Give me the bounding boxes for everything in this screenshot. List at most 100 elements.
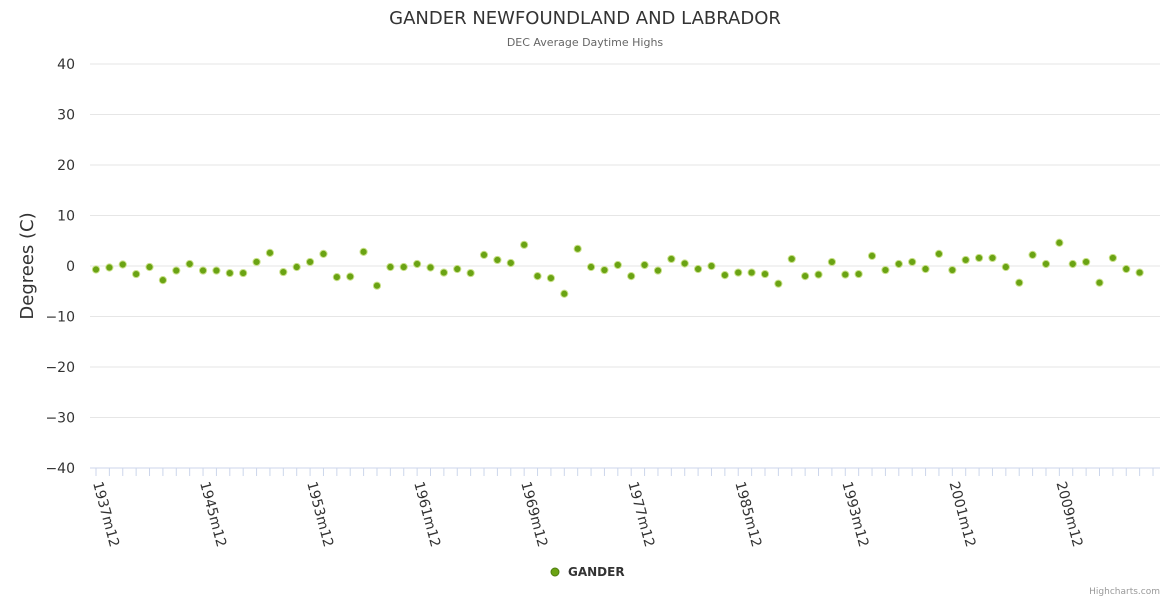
data-point[interactable] [974, 253, 984, 263]
data-point[interactable] [198, 266, 208, 275]
data-point[interactable] [533, 272, 542, 281]
data-point[interactable] [292, 262, 301, 272]
data-point[interactable] [988, 253, 997, 263]
data-point[interactable] [1082, 257, 1091, 267]
data-point[interactable] [1095, 278, 1104, 287]
data-point[interactable] [707, 261, 716, 271]
gridlines [90, 63, 1160, 469]
data-point[interactable] [908, 257, 917, 267]
data-point[interactable] [265, 248, 275, 257]
data-point[interactable] [1108, 253, 1117, 263]
data-point[interactable] [747, 268, 756, 277]
series-points[interactable] [91, 238, 1144, 298]
data-point[interactable] [1001, 262, 1010, 272]
data-point[interactable] [921, 264, 930, 274]
y-tick-label: 30 [57, 108, 75, 124]
data-point[interactable] [359, 247, 368, 256]
data-point[interactable] [1015, 278, 1024, 287]
data-point[interactable] [894, 259, 903, 269]
data-point[interactable] [573, 244, 582, 253]
y-tick-label: −40 [45, 461, 75, 477]
data-point[interactable] [239, 268, 248, 278]
data-point[interactable] [694, 264, 703, 274]
data-point[interactable] [145, 262, 154, 272]
data-point[interactable] [867, 251, 877, 260]
data-point[interactable] [158, 276, 167, 285]
x-tick-label: 2009m12 [1052, 480, 1085, 549]
legend[interactable]: GANDER [550, 565, 625, 579]
y-tick-label: 20 [57, 158, 75, 174]
data-point[interactable] [399, 262, 408, 272]
data-point[interactable] [493, 255, 502, 265]
data-point[interactable] [132, 269, 141, 279]
data-point[interactable] [105, 263, 114, 272]
data-point[interactable] [386, 262, 395, 272]
data-point[interactable] [760, 269, 770, 279]
data-point[interactable] [1055, 238, 1064, 247]
data-point[interactable] [520, 240, 529, 249]
data-point[interactable] [961, 255, 970, 265]
x-tick-label: 1937m12 [89, 480, 122, 549]
credits-link[interactable]: Highcharts.com [1089, 587, 1160, 597]
data-point[interactable] [252, 257, 261, 267]
data-point[interactable] [453, 264, 462, 274]
data-point[interactable] [172, 266, 181, 275]
data-point[interactable] [934, 249, 944, 258]
data-point[interactable] [667, 254, 676, 264]
y-tick-label: 10 [57, 209, 75, 225]
data-point[interactable] [854, 269, 863, 279]
data-point[interactable] [346, 272, 355, 281]
data-point[interactable] [426, 263, 435, 272]
x-tick-label: 1977m12 [624, 480, 657, 549]
data-point[interactable] [506, 258, 515, 268]
data-point[interactable] [787, 254, 796, 264]
y-tick-label: −30 [45, 411, 75, 427]
data-point[interactable] [881, 265, 890, 275]
data-point[interactable] [319, 249, 328, 258]
data-point[interactable] [1068, 259, 1077, 269]
data-point[interactable] [118, 260, 127, 269]
data-point[interactable] [279, 267, 288, 277]
data-point[interactable] [948, 265, 957, 275]
data-point[interactable] [1122, 264, 1131, 274]
data-point[interactable] [600, 265, 609, 275]
data-point[interactable] [680, 259, 689, 268]
data-point[interactable] [466, 268, 475, 278]
data-point[interactable] [439, 268, 448, 277]
data-point[interactable] [185, 259, 194, 269]
x-tick-label: 1945m12 [196, 480, 229, 549]
data-point[interactable] [1041, 259, 1051, 269]
data-point[interactable] [841, 270, 850, 279]
data-point[interactable] [774, 279, 783, 288]
data-point[interactable] [1135, 268, 1144, 277]
data-point[interactable] [734, 268, 743, 277]
data-point[interactable] [801, 272, 810, 281]
data-point[interactable] [640, 260, 649, 270]
data-point[interactable] [305, 257, 315, 267]
x-tick-label: 1985m12 [731, 480, 764, 549]
data-point[interactable] [372, 281, 382, 290]
data-point[interactable] [1028, 250, 1037, 259]
data-point[interactable] [546, 274, 556, 283]
data-point[interactable] [653, 266, 663, 275]
data-point[interactable] [413, 259, 422, 269]
data-point[interactable] [479, 250, 489, 259]
data-point[interactable] [332, 273, 341, 282]
data-point[interactable] [212, 266, 221, 275]
y-tick-label: −10 [45, 310, 75, 326]
x-tick-label: 1969m12 [517, 480, 550, 549]
data-point[interactable] [827, 257, 837, 267]
data-point[interactable] [613, 260, 622, 270]
data-point[interactable] [586, 262, 596, 272]
data-point[interactable] [225, 268, 234, 278]
data-point[interactable] [627, 272, 636, 281]
x-tick-label: 1993m12 [838, 480, 871, 549]
data-point[interactable] [720, 270, 729, 280]
legend-item-gander[interactable]: GANDER [568, 565, 625, 579]
data-point[interactable] [560, 289, 569, 298]
y-tick-label: 40 [57, 57, 75, 73]
data-point[interactable] [814, 270, 823, 279]
y-tick-label: −20 [45, 360, 75, 376]
data-point[interactable] [91, 265, 101, 274]
